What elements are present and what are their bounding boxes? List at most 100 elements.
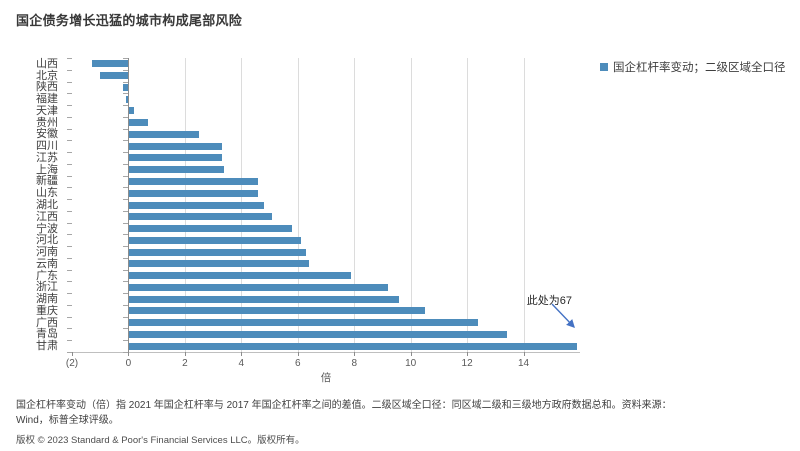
bar-重庆 — [129, 307, 425, 315]
bar-湖北 — [129, 201, 264, 209]
category-tick — [67, 281, 72, 282]
y-axis-label: 江苏 — [36, 151, 58, 164]
category-tick — [123, 270, 129, 271]
x-axis-tick-label: 4 — [238, 358, 245, 369]
y-axis-label: 广西 — [36, 316, 58, 329]
y-axis-label: 广东 — [36, 269, 58, 282]
bar-湖南 — [129, 295, 400, 303]
y-axis-label: 青岛 — [36, 328, 58, 341]
bar-贵州 — [129, 119, 149, 127]
y-axis-label: 河北 — [36, 234, 58, 247]
category-tick — [67, 82, 72, 83]
y-axis-label: 重庆 — [36, 304, 58, 317]
y-axis-label: 甘肃 — [36, 340, 58, 353]
category-tick — [67, 352, 72, 353]
x-axis-title: 倍 — [320, 372, 332, 384]
x-axis-tick — [523, 352, 525, 356]
plot-area — [67, 58, 580, 353]
category-tick — [123, 352, 129, 353]
category-tick — [123, 234, 129, 235]
category-tick — [123, 70, 129, 71]
bar-宁波 — [129, 225, 293, 233]
x-axis-tick-label: 12 — [461, 358, 473, 369]
category-tick — [123, 129, 129, 130]
legend: 国企杠杆率变动；二级区域全口径 — [600, 59, 786, 75]
x-axis-tick — [184, 352, 186, 356]
category-tick — [123, 305, 129, 306]
y-axis-label: 江西 — [36, 210, 58, 223]
legend-label: 国企杠杆率变动；二级区域全口径 — [613, 62, 786, 74]
y-axis-label: 宁波 — [36, 222, 58, 235]
category-tick — [123, 187, 129, 188]
x-axis-line — [72, 352, 580, 353]
x-axis-tick — [297, 352, 299, 356]
y-axis-label: 浙江 — [36, 281, 58, 294]
category-tick — [67, 234, 72, 235]
x-axis-tick — [128, 352, 130, 356]
category-tick — [67, 129, 72, 130]
bar-江苏 — [129, 154, 222, 162]
category-tick — [67, 117, 72, 118]
y-axis-label: 陕西 — [36, 81, 58, 94]
category-tick — [123, 293, 129, 294]
bar-云南 — [129, 260, 310, 268]
bar-新疆 — [129, 177, 259, 185]
category-tick — [67, 187, 72, 188]
category-tick — [123, 82, 129, 83]
y-axis-label: 河南 — [36, 246, 58, 259]
category-tick — [123, 340, 129, 341]
y-axis-label: 山东 — [36, 187, 58, 200]
gridline — [467, 58, 469, 352]
bar-北京 — [100, 72, 129, 80]
bar-天津 — [129, 107, 135, 115]
bar-chart: 山西 北京 陕西 福建 天津 贵州 安徽 四川 江苏 上海 新疆 山东 湖北 江西 宁波 河北 河南 云南 广东 浙江… — [36, 58, 580, 384]
category-tick — [67, 340, 72, 341]
x-axis-tick-label: (2) — [65, 358, 79, 369]
category-tick — [67, 258, 72, 259]
category-tick — [123, 152, 129, 153]
category-tick — [67, 293, 72, 294]
bar-甘肃 — [129, 342, 578, 350]
category-tick — [67, 223, 72, 224]
chart-title: 国企债务增长迅猛的城市构成尾部风险 — [16, 13, 243, 28]
y-axis-label: 湖南 — [36, 293, 58, 306]
bar-福建 — [125, 95, 129, 103]
category-tick — [123, 117, 129, 118]
category-tick — [123, 199, 129, 200]
bar-山东 — [129, 189, 259, 197]
category-tick — [123, 328, 129, 329]
gridline — [523, 58, 525, 352]
bar-广西 — [129, 319, 479, 327]
category-tick — [67, 211, 72, 212]
bar-广东 — [129, 272, 352, 280]
bar-安徽 — [129, 130, 199, 138]
zero-axis-line — [128, 58, 130, 352]
category-tick — [67, 246, 72, 247]
y-axis-label: 贵州 — [36, 116, 58, 129]
category-tick — [123, 176, 129, 177]
category-tick — [123, 164, 129, 165]
category-tick — [123, 258, 129, 259]
x-axis-tick-label: 14 — [517, 358, 530, 369]
bar-四川 — [129, 142, 222, 150]
category-tick — [123, 223, 129, 224]
bar-浙江 — [129, 283, 389, 291]
x-axis-tick — [72, 352, 73, 356]
annotation-text: 此处为67 — [526, 295, 572, 307]
gridline — [354, 58, 356, 352]
gridline — [410, 58, 412, 352]
x-axis-tick-label: 8 — [351, 358, 357, 369]
x-axis-tick — [410, 352, 412, 356]
x-axis-tick — [354, 352, 356, 356]
y-axis-label: 安徽 — [36, 128, 58, 141]
y-axis-label: 上海 — [36, 163, 58, 176]
bar-青岛 — [129, 330, 507, 338]
category-tick — [123, 246, 129, 247]
bar-江西 — [129, 213, 273, 221]
annotation-arrow-icon — [551, 303, 575, 329]
category-tick — [123, 93, 129, 94]
category-tick — [67, 152, 72, 153]
bar-上海 — [129, 166, 225, 174]
category-tick — [67, 70, 72, 71]
category-tick — [67, 328, 72, 329]
